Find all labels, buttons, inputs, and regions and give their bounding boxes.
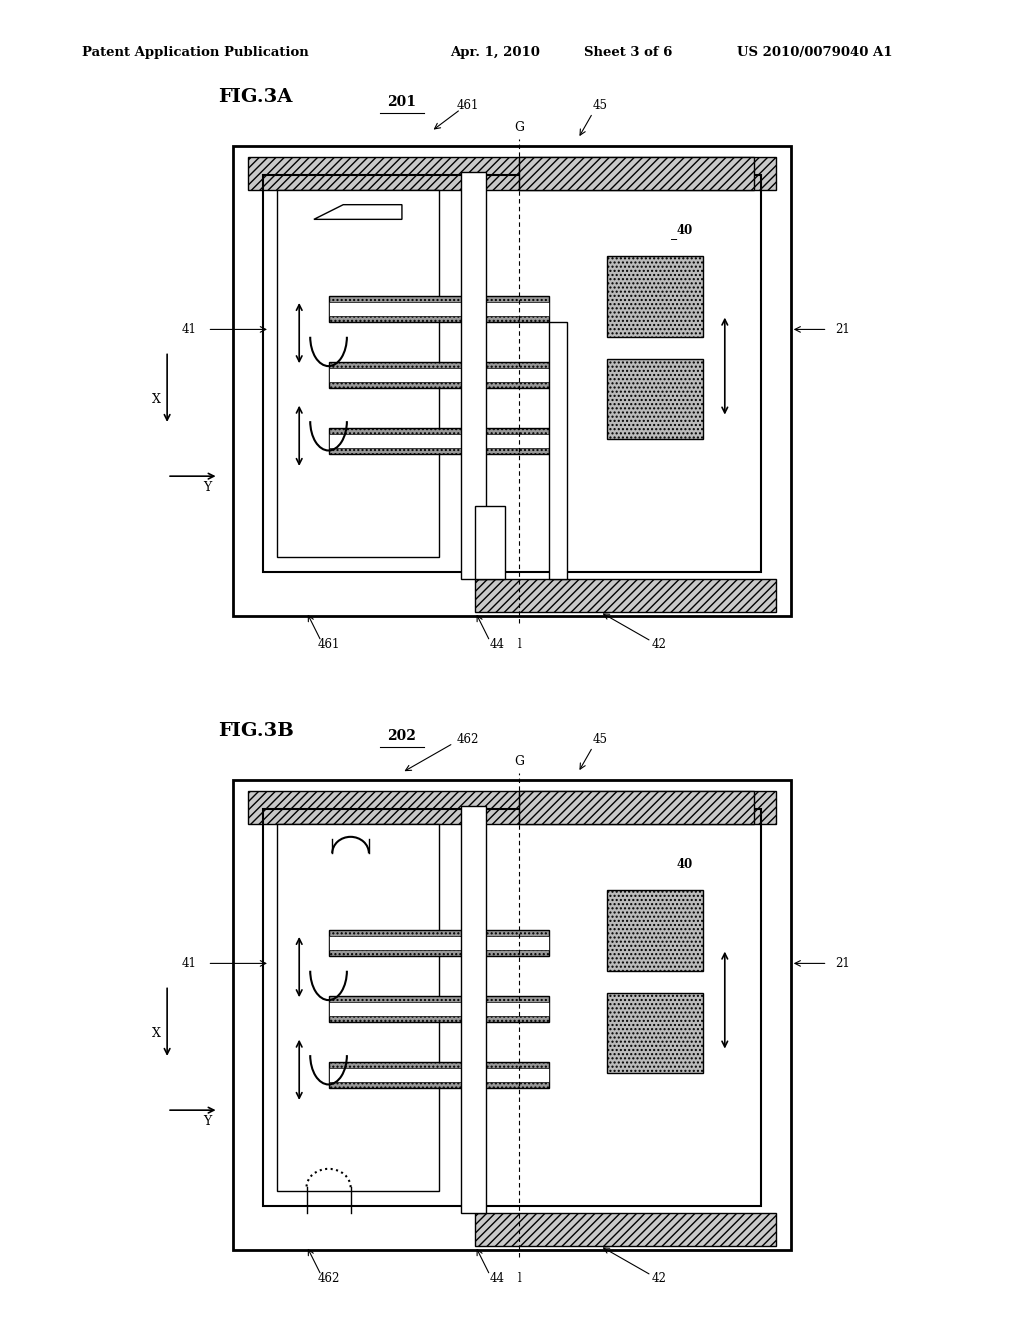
Text: X: X [152, 1027, 161, 1040]
Text: 45: 45 [593, 99, 607, 112]
Bar [329, 1002, 549, 1016]
Bar [329, 301, 549, 317]
Text: 201: 201 [387, 95, 417, 108]
Bar [248, 791, 776, 824]
Text: 40: 40 [676, 858, 692, 871]
Bar [329, 936, 549, 950]
Bar [549, 322, 567, 579]
Bar [475, 1213, 776, 1246]
Text: 202: 202 [387, 729, 417, 743]
Bar [329, 429, 549, 454]
Text: l: l [517, 1272, 521, 1286]
Text: Apr. 1, 2010: Apr. 1, 2010 [451, 46, 541, 59]
Text: 42: 42 [651, 639, 667, 652]
Bar [607, 256, 702, 337]
Bar [475, 506, 505, 579]
Text: X: X [152, 393, 161, 405]
Text: Y: Y [204, 480, 212, 494]
Bar [461, 805, 486, 1213]
Bar [519, 791, 754, 824]
Text: G: G [514, 121, 524, 135]
FancyBboxPatch shape [278, 824, 438, 1191]
Text: 462: 462 [457, 733, 479, 746]
Text: 461: 461 [317, 639, 340, 652]
Bar [248, 157, 776, 190]
Bar [329, 363, 549, 388]
Text: 40: 40 [676, 224, 692, 236]
Polygon shape [314, 205, 402, 219]
Bar [607, 890, 702, 970]
Text: Y: Y [204, 1115, 212, 1127]
Text: 21: 21 [835, 957, 850, 970]
FancyBboxPatch shape [233, 780, 791, 1250]
Bar [329, 1063, 549, 1088]
FancyBboxPatch shape [233, 147, 791, 615]
Text: US 2010/0079040 A1: US 2010/0079040 A1 [737, 46, 893, 59]
Bar [329, 931, 549, 956]
Bar [329, 997, 549, 1022]
Text: 44: 44 [489, 1272, 505, 1286]
Text: l: l [517, 639, 521, 652]
FancyBboxPatch shape [278, 190, 438, 557]
Bar [329, 433, 549, 449]
Bar [329, 1068, 549, 1082]
Text: Patent Application Publication: Patent Application Publication [82, 46, 308, 59]
Text: G: G [514, 755, 524, 768]
Bar [607, 359, 702, 440]
Bar [519, 157, 754, 190]
Text: 45: 45 [593, 733, 607, 746]
Bar [607, 993, 702, 1073]
Text: 44: 44 [489, 639, 505, 652]
Bar [461, 172, 486, 579]
Bar [475, 579, 776, 612]
Text: 41: 41 [181, 957, 197, 970]
Text: FIG.3B: FIG.3B [218, 722, 294, 741]
Text: 41: 41 [181, 323, 197, 335]
Text: 42: 42 [651, 1272, 667, 1286]
Text: 462: 462 [317, 1272, 340, 1286]
Text: FIG.3A: FIG.3A [218, 88, 293, 106]
Bar [329, 367, 549, 383]
Text: 461: 461 [457, 99, 479, 112]
Bar [329, 297, 549, 322]
Text: 21: 21 [835, 323, 850, 335]
Text: Sheet 3 of 6: Sheet 3 of 6 [584, 46, 672, 59]
